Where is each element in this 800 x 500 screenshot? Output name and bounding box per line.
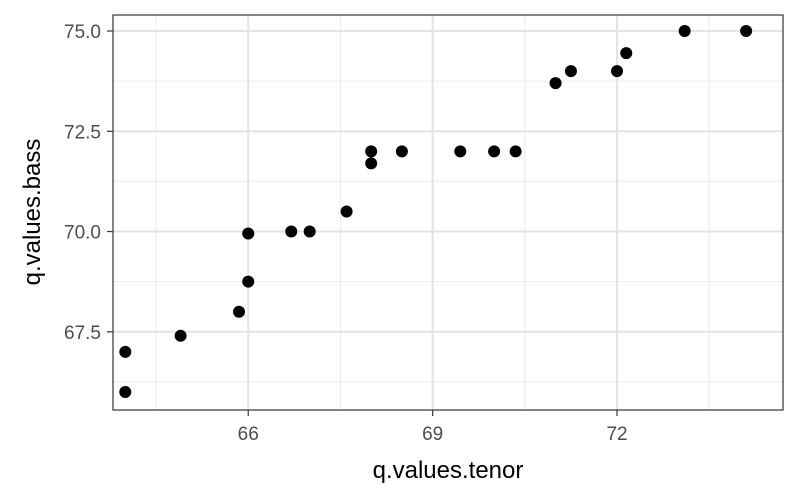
data-point bbox=[285, 225, 298, 238]
data-point bbox=[488, 145, 501, 158]
data-point bbox=[233, 305, 246, 318]
y-axis-ticks: 67.5 70.0 72.5 75.0 bbox=[64, 22, 113, 344]
x-tick-label: 69 bbox=[422, 424, 443, 445]
plot-panel-border bbox=[112, 14, 784, 411]
x-tick-label: 72 bbox=[606, 424, 627, 445]
y-tick-label: 67.5 bbox=[64, 323, 101, 344]
x-tick-label: 66 bbox=[238, 424, 259, 445]
plot-panel-background bbox=[113, 15, 783, 410]
data-point bbox=[119, 385, 132, 398]
data-point bbox=[620, 47, 633, 60]
data-point bbox=[242, 275, 255, 288]
data-point bbox=[549, 77, 562, 90]
data-point bbox=[564, 65, 577, 78]
y-tick-label: 75.0 bbox=[64, 22, 101, 43]
y-tick-label: 70.0 bbox=[64, 223, 101, 244]
x-axis-ticks: 66 69 72 bbox=[238, 410, 628, 445]
y-tick-label: 72.5 bbox=[64, 122, 101, 143]
data-point bbox=[119, 345, 132, 358]
data-point bbox=[365, 145, 378, 158]
data-point bbox=[740, 25, 753, 38]
data-point bbox=[395, 145, 408, 158]
data-point bbox=[242, 227, 255, 240]
data-point bbox=[340, 205, 353, 218]
data-point bbox=[454, 145, 467, 158]
data-point bbox=[174, 329, 187, 342]
data-points bbox=[119, 25, 753, 398]
data-point bbox=[509, 145, 522, 158]
major-grid bbox=[113, 15, 783, 410]
data-point bbox=[365, 157, 378, 170]
y-axis-title: q.values.bass bbox=[19, 139, 46, 286]
x-axis-title: q.values.tenor bbox=[373, 457, 524, 484]
minor-grid bbox=[113, 15, 783, 410]
data-point bbox=[678, 25, 691, 38]
data-point bbox=[303, 225, 316, 238]
data-point bbox=[611, 65, 624, 78]
